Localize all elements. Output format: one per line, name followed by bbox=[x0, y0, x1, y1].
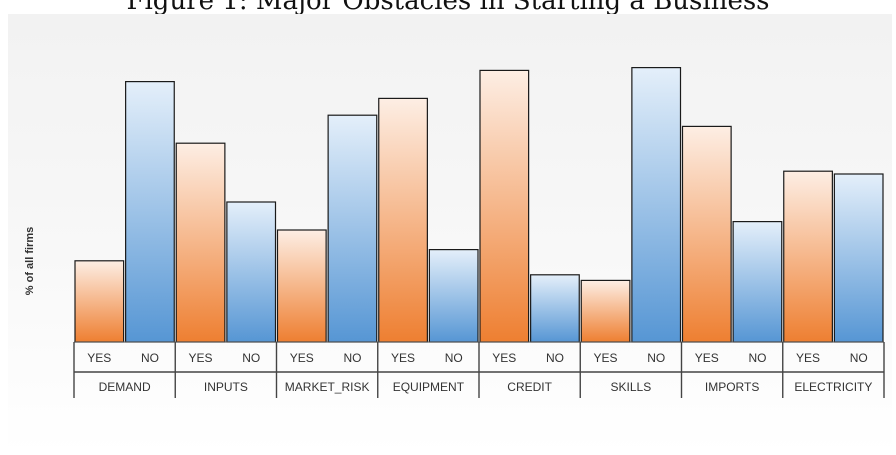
bar-electricity-no bbox=[833, 173, 884, 343]
tick-label-demand-no: NO bbox=[141, 351, 159, 365]
bar-demand-yes bbox=[74, 260, 125, 343]
tick-label-equipment-yes: YES bbox=[391, 351, 415, 365]
bar-equipment-yes bbox=[378, 97, 428, 343]
chart-area: YES NO YES NO YES NO YES NO YES NO YES NO YES NO YES NO… bbox=[8, 14, 892, 455]
tick-label-electricity-no: NO bbox=[850, 351, 868, 365]
tick-label-credit-no: NO bbox=[546, 351, 564, 365]
bar-equipment-no bbox=[428, 249, 479, 343]
bar-inputs-yes bbox=[175, 142, 226, 343]
tick-label-skills-no: NO bbox=[647, 351, 665, 365]
group-label-inputs: INPUTS bbox=[204, 380, 248, 394]
tick-label-credit-yes: YES bbox=[492, 351, 516, 365]
group-label-credit: CREDIT bbox=[507, 380, 552, 394]
chart-title: Figure 1: Major Obstacles in Starting a … bbox=[126, 0, 770, 16]
tick-label-market-risk-yes: YES bbox=[290, 351, 314, 365]
bar-credit-yes bbox=[479, 69, 530, 343]
bar-demand-no bbox=[125, 80, 175, 343]
bar-chart: YES NO YES NO YES NO YES NO YES NO YES NO YES NO YES NO… bbox=[24, 66, 885, 398]
tick-label-imports-yes: YES bbox=[695, 351, 719, 365]
bar-inputs-no bbox=[226, 201, 277, 343]
bar-electricity-yes bbox=[783, 170, 833, 343]
tick-label-market-risk-no: NO bbox=[343, 351, 361, 365]
y-axis-label: % of all firms bbox=[24, 227, 36, 295]
bar-skills-yes bbox=[580, 279, 631, 343]
tick-label-electricity-yes: YES bbox=[796, 351, 820, 365]
bar-market-risk-no bbox=[327, 114, 378, 343]
group-label-imports: IMPORTS bbox=[705, 380, 759, 394]
tick-label-equipment-no: NO bbox=[445, 351, 463, 365]
bar-imports-no bbox=[732, 221, 783, 343]
tick-label-demand-yes: YES bbox=[87, 351, 111, 365]
group-label-equipment: EQUIPMENT bbox=[393, 380, 465, 394]
bar-imports-yes bbox=[681, 125, 732, 343]
bar-market-risk-yes bbox=[276, 229, 327, 343]
bar-credit-no bbox=[530, 274, 580, 343]
group-label-skills: SKILLS bbox=[611, 380, 652, 394]
group-label-demand: DEMAND bbox=[99, 380, 151, 394]
tick-label-inputs-yes: YES bbox=[189, 351, 213, 365]
tick-label-imports-no: NO bbox=[748, 351, 766, 365]
group-label-market-risk: MARKET_RISK bbox=[285, 380, 370, 394]
tick-label-inputs-no: NO bbox=[242, 351, 260, 365]
tick-label-skills-yes: YES bbox=[594, 351, 618, 365]
bar-skills-no bbox=[631, 66, 682, 343]
group-label-electricity: ELECTRICITY bbox=[794, 380, 872, 394]
